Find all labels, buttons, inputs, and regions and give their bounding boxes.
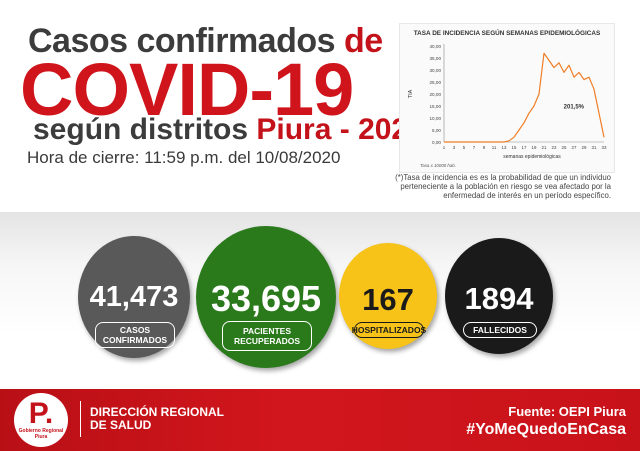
org-line-1: DIRECCIÓN REGIONAL: [90, 405, 225, 419]
recovered-label: PACIENTES RECUPERADOS: [222, 321, 312, 351]
incidence-chart-svg: TASA DE INCIDENCIA SEGÚN SEMANAS EPIDEMI…: [408, 28, 607, 168]
y-tick-label: 25,00: [430, 80, 442, 85]
deceased-value: 1894: [464, 281, 534, 316]
health-directorate: DIRECCIÓN REGIONAL DE SALUD: [90, 406, 224, 432]
title-covid: COVID-19: [20, 48, 354, 131]
chart-title: TASA DE INCIDENCIA SEGÚN SEMANAS EPIDEMI…: [414, 28, 601, 37]
x-tick-label: 19: [532, 145, 537, 150]
recovered-circle: [196, 226, 336, 368]
y-tick-label: 30,00: [430, 68, 442, 73]
x-tick-label: 7: [473, 145, 476, 150]
x-tick-label: 25: [562, 145, 567, 150]
deceased-label: FALLECIDOS: [463, 322, 537, 338]
confirmed-label-2: CONFIRMADOS: [102, 335, 168, 345]
x-tick-label: 31: [592, 145, 597, 150]
y-tick-label: 35,00: [430, 56, 442, 61]
title-line-1-de: de: [343, 22, 383, 60]
x-tick-label: 11: [492, 145, 497, 150]
regional-government-logo: [14, 393, 68, 447]
logo-text: Gobierno Regional Piura: [18, 428, 64, 440]
recovered-label-2: RECUPERADOS: [233, 336, 301, 346]
x-tick-label: 15: [512, 145, 517, 150]
footer-divider: [80, 401, 81, 437]
x-axis-label: semanas epidemiológicas: [503, 154, 561, 160]
y-tick-label: 0,00: [432, 140, 441, 145]
y-axis-label: TIA: [408, 89, 414, 98]
incidence-series-line: [444, 52, 605, 143]
confirmed-label: CASOS CONFIRMADOS: [95, 322, 175, 348]
confirmed-circle: [78, 236, 190, 358]
hospitalized-value: 167: [362, 282, 414, 317]
chart-footnote: Tasa x 10000 hab.: [420, 163, 456, 168]
x-tick-label: 1: [443, 145, 446, 150]
chart-annotation: 201,5%: [564, 104, 585, 110]
y-tick-label: 40,00: [430, 44, 442, 49]
title-line-3-region: Piura - 2020: [256, 113, 425, 146]
recovered-label-1: PACIENTES: [242, 326, 292, 336]
confirmed-label-1: CASOS: [119, 325, 151, 335]
org-line-2: DE SALUD: [90, 418, 152, 432]
footer-bar: [0, 389, 640, 451]
title-line-1: Casos confirmados de: [28, 22, 383, 61]
closing-time: Hora de cierre: 11:59 p.m. del 10/08/202…: [27, 148, 341, 167]
confirmed-value: 41,473: [89, 281, 179, 313]
x-tick-label: 3: [453, 145, 456, 150]
title-line-3-main: según distritos: [33, 113, 249, 146]
x-tick-label: 5: [463, 145, 466, 150]
x-tick-label: 13: [502, 145, 507, 150]
x-tick-label: 33: [602, 145, 607, 150]
title-line-1-main: Casos confirmados: [28, 22, 336, 60]
x-tick-label: 21: [542, 145, 547, 150]
y-tick-label: 5,00: [432, 128, 441, 133]
x-tick-label: 9: [483, 145, 486, 150]
incidence-note: (*)Tasa de incidencia es es la probabili…: [395, 173, 611, 200]
x-tick-label: 27: [572, 145, 577, 150]
hashtag-text: #YoMeQuedoEnCasa: [466, 421, 626, 438]
x-tick-label: 23: [552, 145, 557, 150]
y-tick-label: 10,00: [430, 116, 442, 121]
title-line-3: según distritos Piura - 2020: [33, 113, 425, 147]
recovered-value: 33,695: [210, 278, 322, 319]
y-tick-label: 20,00: [430, 92, 442, 97]
hospitalized-label: HOSPITALIZADOS: [352, 322, 426, 338]
x-tick-label: 17: [522, 145, 527, 150]
incidence-chart: TASA DE INCIDENCIA SEGÚN SEMANAS EPIDEMI…: [399, 23, 615, 173]
logo-letter: P.: [28, 397, 54, 430]
x-tick-label: 29: [582, 145, 587, 150]
source-text: Fuente: OEPI Piura: [508, 404, 626, 419]
y-tick-label: 15,00: [430, 104, 442, 109]
